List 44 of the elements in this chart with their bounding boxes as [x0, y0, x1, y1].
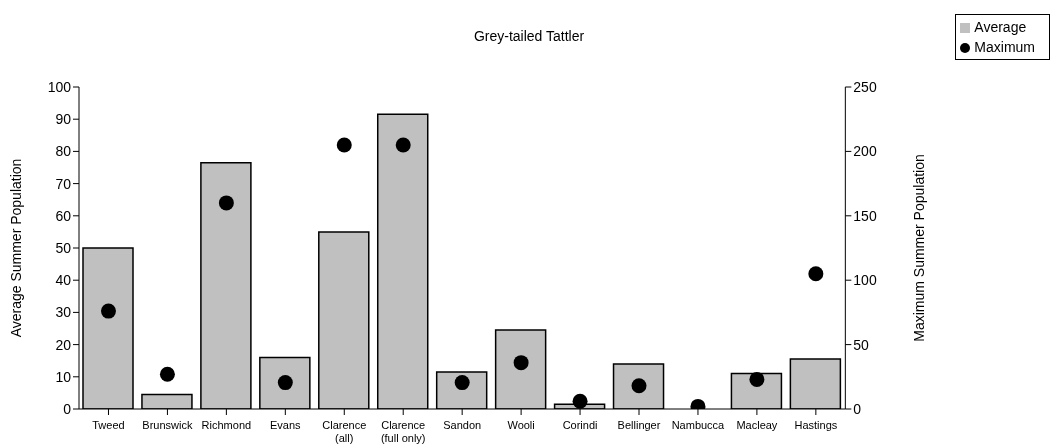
y-tick-label: 50: [55, 239, 72, 256]
x-tick-label: Clarence (all): [322, 419, 367, 444]
x-tick-label: Wooli: [507, 419, 535, 431]
y2-tick-label: 50: [853, 336, 870, 353]
y-tick-label: 30: [55, 304, 72, 321]
y-tick-label: 60: [55, 207, 72, 224]
x-tick-label: Evans: [270, 419, 302, 431]
x-tick-label: Macleay: [736, 419, 778, 431]
y-tick-label: 80: [55, 143, 72, 160]
point: [100, 303, 116, 319]
x-tick-label: Corindi: [562, 419, 598, 431]
point: [572, 393, 588, 409]
y-axis-title: Average Summer Population: [7, 158, 24, 338]
x-tick-label: Hastings: [794, 419, 838, 431]
point: [218, 195, 234, 211]
x-tick-label: Clarence (full only): [380, 419, 426, 444]
y-tick-label: 0: [63, 400, 72, 417]
point: [513, 355, 529, 371]
y2-tick-label: 200: [853, 143, 877, 160]
y-tick-label: 90: [55, 111, 72, 128]
chart-title: Grey-tailed Tattler: [473, 28, 585, 44]
point: [749, 371, 765, 387]
x-tick-label: Richmond: [201, 419, 252, 431]
x-tick-label: Nambucca: [671, 419, 726, 431]
y2-tick-label: 250: [853, 78, 877, 95]
y-tick-label: 100: [47, 78, 72, 95]
y2-tick-label: 150: [853, 207, 877, 224]
y-tick-label: 40: [55, 272, 72, 289]
y2-tick-label: 100: [853, 272, 877, 289]
x-tick-label: Brunswick: [142, 419, 193, 431]
y2-axis-title: Maximum Summer Population: [911, 154, 928, 342]
point: [336, 137, 352, 153]
point: [159, 366, 175, 382]
y2-tick-label: 0: [853, 400, 862, 417]
y-tick-label: 70: [55, 175, 72, 192]
x-tick-label: Bellinger: [617, 419, 661, 431]
x-tick-label: Tweed: [92, 419, 125, 431]
legend-label: Average: [974, 19, 1027, 35]
y-tick-label: 10: [55, 368, 72, 385]
point: [808, 266, 824, 282]
legend-label: Maximum: [974, 39, 1035, 55]
x-tick-label: Sandon: [443, 419, 482, 431]
y-tick-label: 20: [55, 336, 72, 353]
point: [395, 137, 411, 153]
